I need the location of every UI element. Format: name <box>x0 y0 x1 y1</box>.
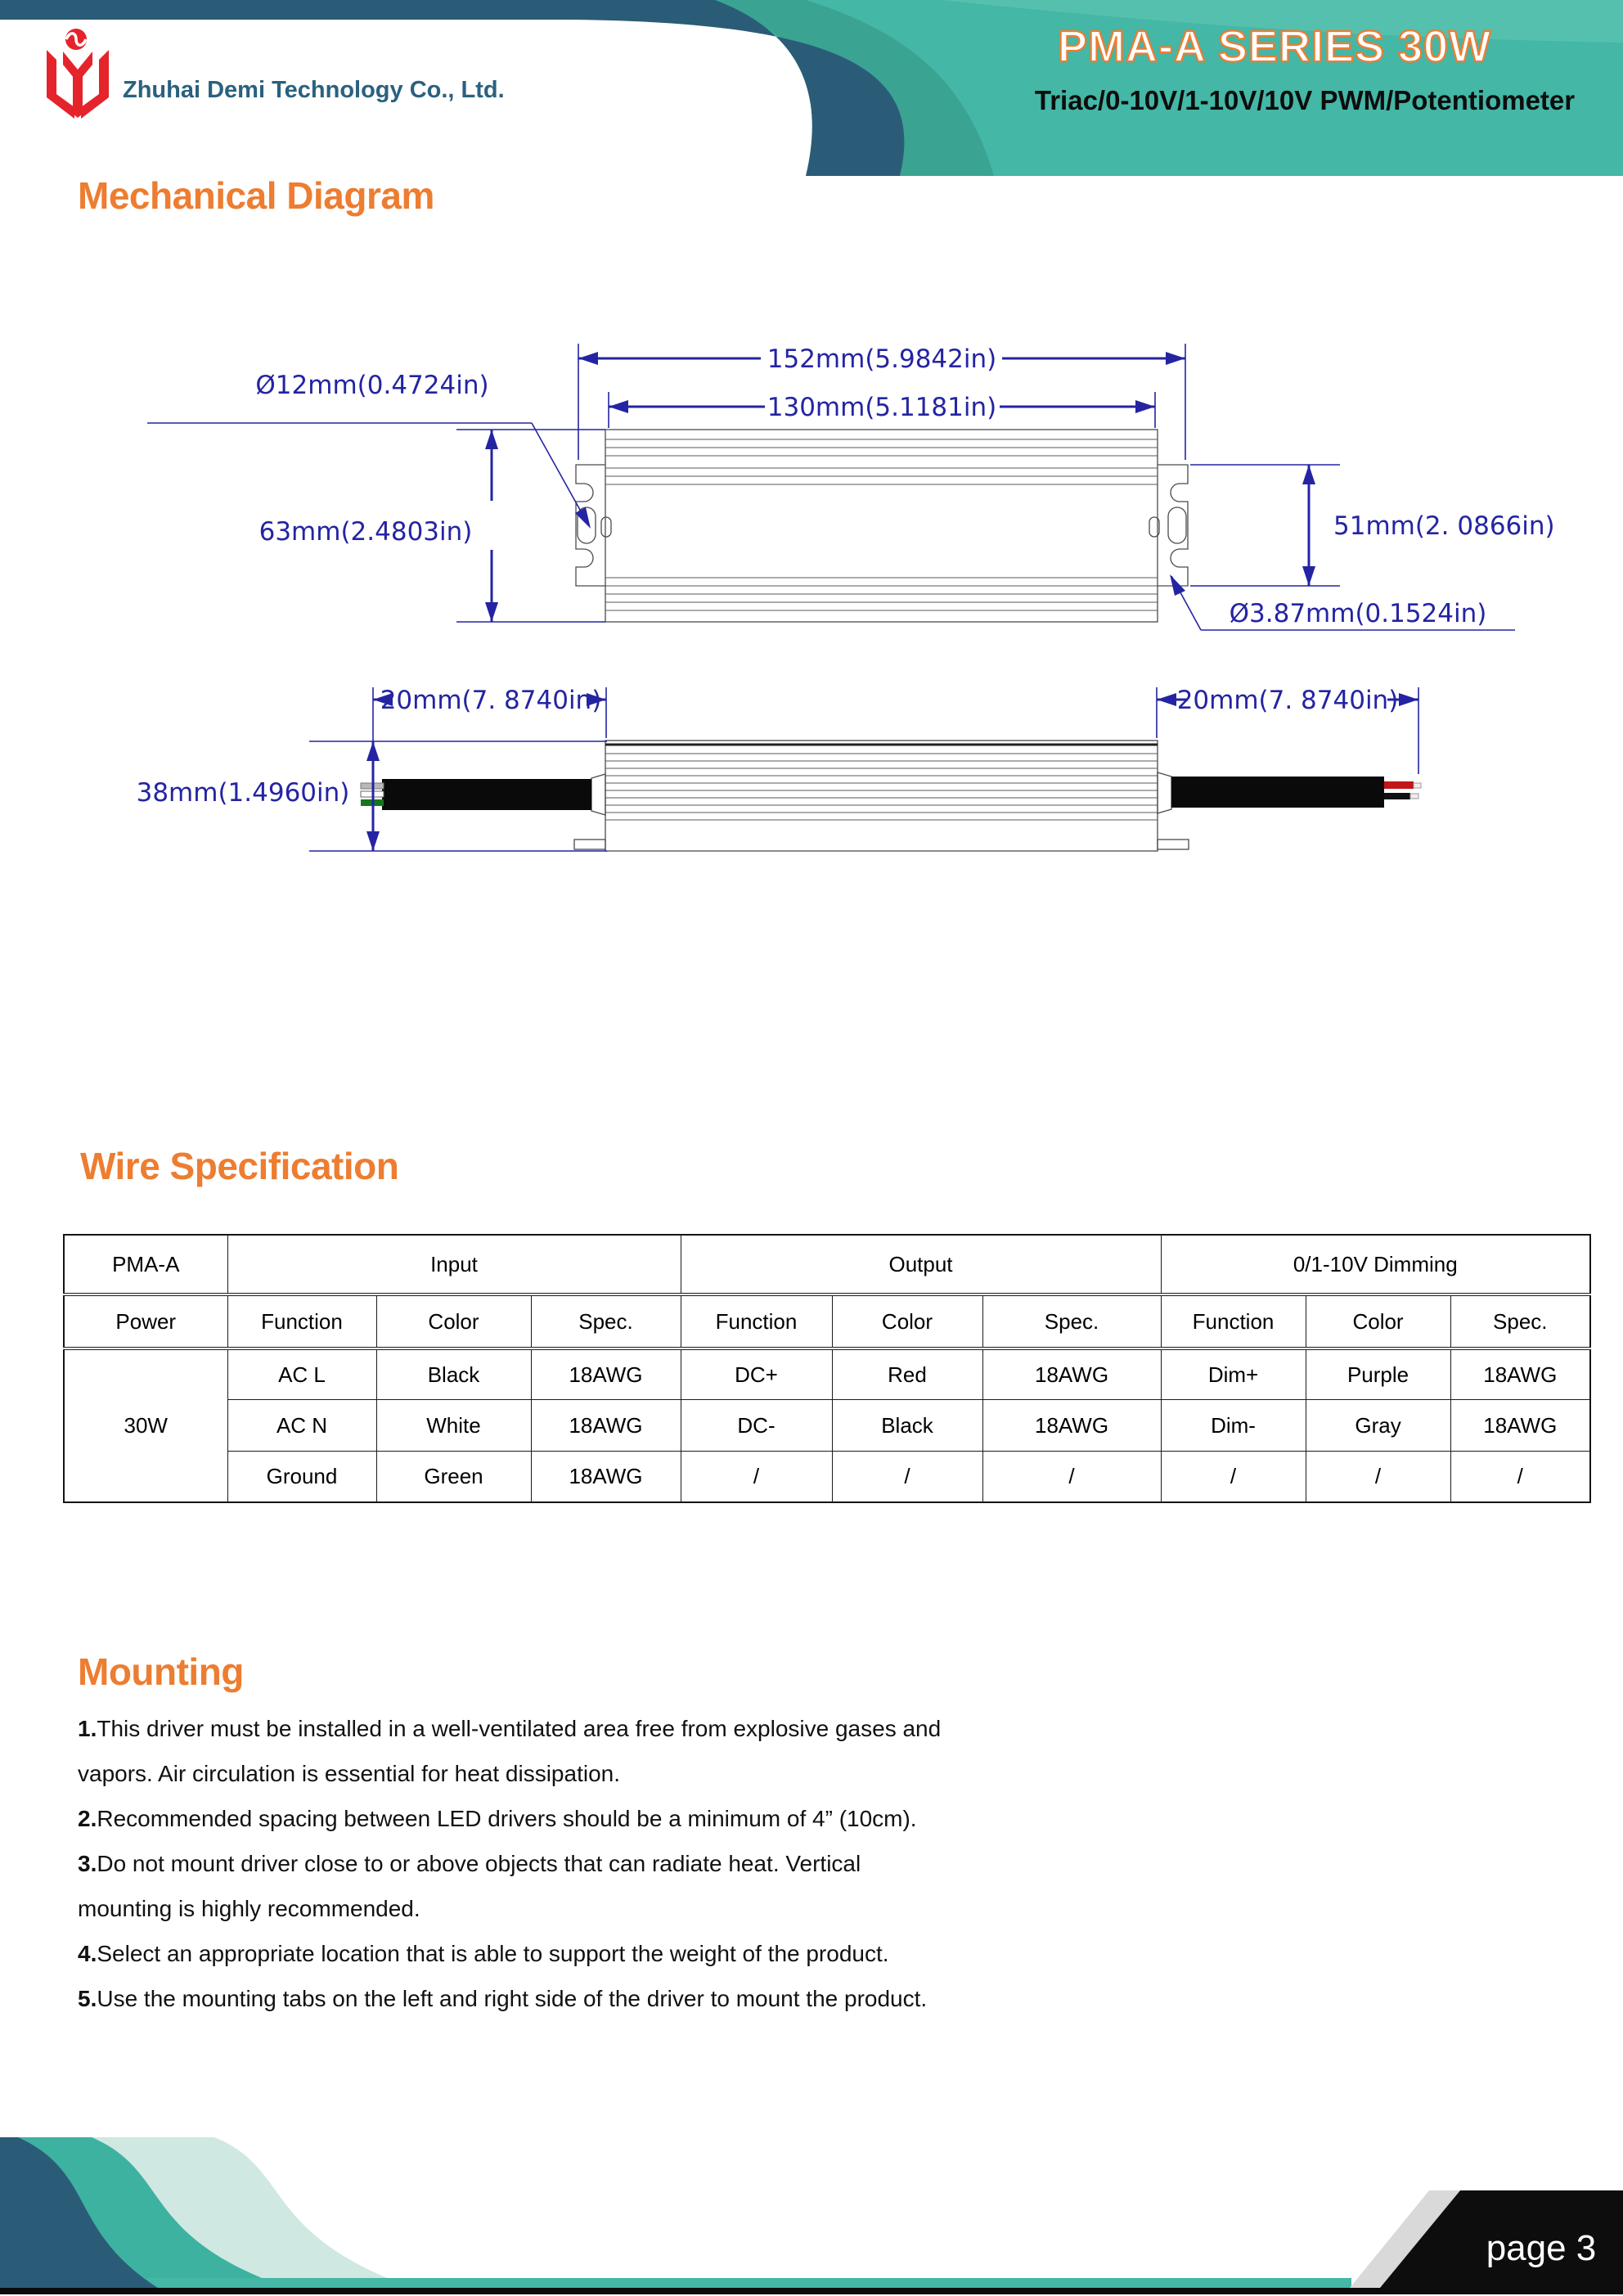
top-view-driver-body <box>605 429 1158 623</box>
cell-group-dimming: 0/1-10V Dimming <box>1160 1234 1591 1296</box>
dim-label-51mm: 51mm(2. 0866in) <box>1333 511 1555 541</box>
cell-power-label: Power <box>63 1294 228 1350</box>
mounting-item-1-cont: vapors. Air circulation is essential for… <box>78 1761 620 1786</box>
mounting-item-2: 2.Recommended spacing between LED driver… <box>78 1806 917 1831</box>
dim-label-63mm: 63mm(2.4803in) <box>259 517 473 547</box>
mounting-item-4: 4.Select an appropriate location that is… <box>78 1941 889 1966</box>
right-bracket-slot <box>1167 506 1187 544</box>
table-row-subheaders: Power Function Color Spec. Function Colo… <box>63 1294 1591 1350</box>
logo-head-wave <box>65 32 88 47</box>
left-mounting-bracket <box>575 464 612 587</box>
footer-gray-stripe <box>1350 2190 1460 2288</box>
dimension-overall-length: 152mm(5.9842in) <box>578 344 1186 460</box>
output-wire-red-tip <box>1384 781 1414 789</box>
dimension-screw-hole: Ø3.87mm(0.1524in) <box>1170 574 1515 631</box>
right-bracket-foot <box>1157 839 1189 850</box>
cell-model: PMA-A <box>63 1234 228 1296</box>
logo-left-hook <box>47 50 74 119</box>
company-name: Zhuhai Demi Technology Co., Ltd. <box>123 77 505 103</box>
header-slate-swoosh <box>0 0 905 176</box>
mounting-item-5: 5.Use the mounting tabs on the left and … <box>78 1986 928 2011</box>
dim-label-38mm: 38mm(1.4960in) <box>137 778 350 808</box>
output-cable <box>1171 777 1422 808</box>
mounting-item-3: 3.Do not mount driver close to or above … <box>78 1851 861 1876</box>
left-bracket-slot <box>577 506 596 544</box>
wire-spec-table: PMA-A Input Output 0/1-10V Dimming Power… <box>63 1234 1592 1503</box>
footer-slate-wave <box>0 2137 160 2289</box>
cell-power-value: 30W <box>63 1348 228 1503</box>
table-row: 30W AC L Black 18AWG DC+ Red 18AWG Dim+ … <box>63 1348 1591 1503</box>
mounting-heading: Mounting <box>78 1650 244 1693</box>
input-cable <box>360 779 591 810</box>
dim-label-152mm: 152mm(5.9842in) <box>767 344 996 374</box>
footer-page-tab <box>1380 2190 1623 2288</box>
header-light-teal-accent <box>941 0 1623 43</box>
dim-label-130mm: 130mm(5.1181in) <box>767 393 996 422</box>
dimension-side-height: 38mm(1.4960in) <box>137 741 607 852</box>
dimension-body-length: 130mm(5.1181in) <box>608 392 1156 428</box>
cell-group-output: Output <box>680 1234 1162 1296</box>
mechanical-diagram-heading: Mechanical Diagram <box>78 174 434 217</box>
dimension-bracket-height: 51mm(2. 0866in) <box>1190 464 1555 587</box>
table-row-groups: PMA-A Input Output 0/1-10V Dimming <box>63 1234 1591 1296</box>
footer-wave-banner: page 3 <box>0 2137 1623 2294</box>
right-cable-gland <box>1157 772 1172 814</box>
dimension-mount-hole: Ø12mm(0.4724in) <box>147 371 591 529</box>
side-view-driver-body <box>573 740 1189 852</box>
company-logo-icon <box>47 29 109 119</box>
footer-teal-bar <box>0 2278 1351 2288</box>
series-title: PMA-A SERIES 30W <box>1057 21 1492 72</box>
mounting-item-3-cont: mounting is highly recommended. <box>78 1896 420 1921</box>
page-number: page 3 <box>1486 2228 1597 2268</box>
cell-group-input: Input <box>227 1234 681 1296</box>
dim-label-20mm-right: 20mm(7. 8740in) <box>1177 686 1399 715</box>
wire-specification-heading: Wire Specification <box>80 1145 399 1187</box>
left-cable-gland <box>591 773 606 816</box>
table-row: Ground Green 18AWG / / / / / / <box>64 1451 1591 1503</box>
logo-center-column <box>73 76 83 118</box>
dimension-wire-left: 20mm(7. 8740in) <box>372 686 607 776</box>
output-wire-black-tip <box>1384 793 1410 799</box>
series-subtitle: Triac/0-10V/1-10V/10V PWM/Potentiometer <box>1034 85 1576 115</box>
mechanical-diagram: 152mm(5.9842in) 130mm(5.1181in) Ø12mm(0.… <box>137 344 1555 852</box>
dim-label-hole-12mm: Ø12mm(0.4724in) <box>255 371 488 400</box>
left-bracket-foot <box>573 839 606 850</box>
mounting-item-1: 1.This driver must be installed in a wel… <box>78 1716 942 1741</box>
logo-right-hook <box>81 50 109 119</box>
mounting-instructions: 1.This driver must be installed in a wel… <box>78 1706 941 2021</box>
right-mounting-bracket <box>1149 464 1189 587</box>
dim-label-screw: Ø3.87mm(0.1524in) <box>1230 599 1487 628</box>
dim-label-20mm-left: 20mm(7. 8740in) <box>380 686 602 715</box>
footer-black-bar <box>0 2288 1623 2294</box>
header-wave-banner <box>0 0 1623 176</box>
dimension-wire-right: 20mm(7. 8740in) <box>1156 686 1419 774</box>
table-row: AC N White 18AWG DC- Black 18AWG Dim- Gr… <box>64 1399 1591 1452</box>
dimension-body-height: 63mm(2.4803in) <box>259 429 605 623</box>
